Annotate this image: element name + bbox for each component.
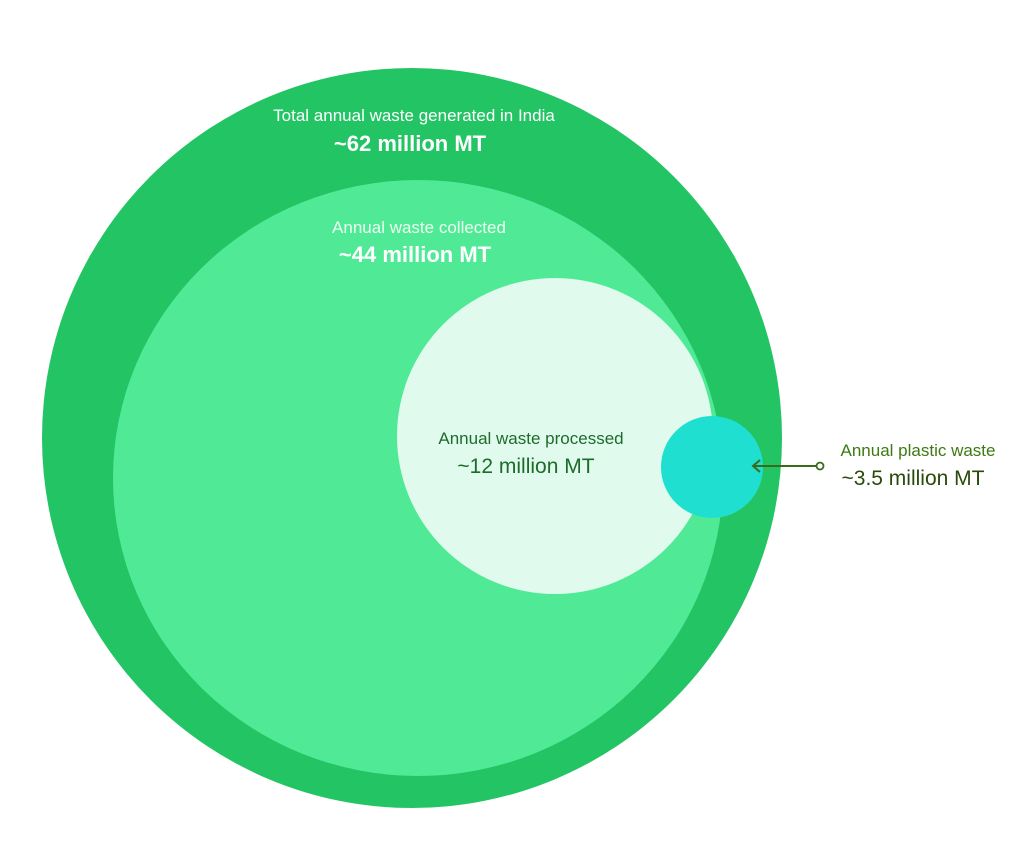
processed-waste-value: ~12 million MT xyxy=(457,455,594,478)
plastic-waste-circle xyxy=(661,416,763,518)
collected-waste-value: ~44 million MT xyxy=(339,242,492,267)
plastic-connector-end-dot xyxy=(815,461,825,471)
plastic-waste-value: ~3.5 million MT xyxy=(842,467,985,490)
processed-waste-circle xyxy=(397,278,713,594)
plastic-connector-arrowhead xyxy=(751,459,761,473)
plastic-waste-label: Annual plastic waste xyxy=(841,441,996,460)
total-waste-label: Total annual waste generated in India xyxy=(273,106,555,125)
collected-waste-label: Annual waste collected xyxy=(332,218,506,237)
processed-waste-label: Annual waste processed xyxy=(438,429,623,448)
total-waste-value: ~62 million MT xyxy=(334,131,487,156)
